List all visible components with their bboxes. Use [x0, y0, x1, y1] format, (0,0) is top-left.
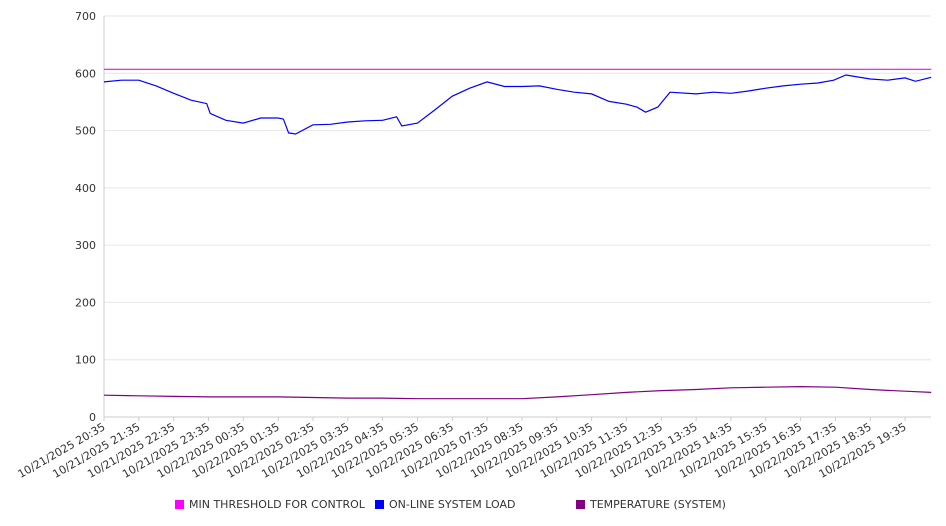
legend-item-load[interactable]: ON-LINE SYSTEM LOAD	[375, 498, 515, 511]
series-line-1	[103, 74, 932, 135]
legend-label: TEMPERATURE (SYSTEM)	[590, 498, 726, 511]
y-tick-label: 0	[89, 411, 96, 424]
legend-item-temperature[interactable]: TEMPERATURE (SYSTEM)	[576, 498, 726, 511]
legend-item-threshold[interactable]: MIN THRESHOLD FOR CONTROL	[175, 498, 365, 511]
legend-label: ON-LINE SYSTEM LOAD	[389, 498, 516, 511]
legend-swatch	[175, 500, 184, 509]
series-line-2	[103, 385, 932, 400]
legend-swatch	[576, 500, 585, 509]
legend: MIN THRESHOLD FOR CONTROL ON-LINE SYSTEM…	[0, 498, 946, 514]
y-tick-label: 600	[75, 67, 96, 80]
legend-label: MIN THRESHOLD FOR CONTROL	[189, 498, 365, 511]
y-tick-label: 300	[75, 239, 96, 252]
y-tick-label: 700	[75, 10, 96, 23]
y-tick-label: 500	[75, 125, 96, 138]
y-tick-label: 400	[75, 182, 96, 195]
y-tick-label: 200	[75, 296, 96, 309]
y-tick-label: 100	[75, 354, 96, 367]
legend-swatch	[375, 500, 384, 509]
